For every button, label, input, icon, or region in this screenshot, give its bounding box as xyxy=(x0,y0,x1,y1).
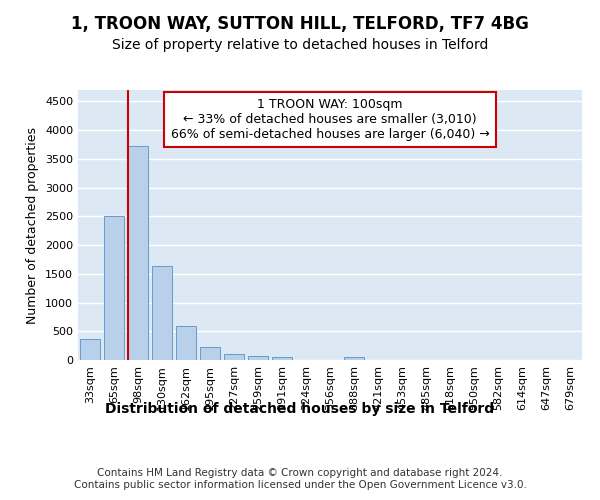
Bar xyxy=(344,357,364,360)
Bar xyxy=(200,347,220,360)
Bar xyxy=(80,338,100,360)
Text: 1, TROON WAY, SUTTON HILL, TELFORD, TF7 4BG: 1, TROON WAY, SUTTON HILL, TELFORD, TF7 … xyxy=(71,15,529,33)
Bar xyxy=(152,266,172,360)
Bar xyxy=(248,356,268,360)
Bar xyxy=(128,146,148,360)
Text: Size of property relative to detached houses in Telford: Size of property relative to detached ho… xyxy=(112,38,488,52)
Bar xyxy=(272,358,292,360)
Y-axis label: Number of detached properties: Number of detached properties xyxy=(26,126,40,324)
Bar xyxy=(224,354,244,360)
Text: Distribution of detached houses by size in Telford: Distribution of detached houses by size … xyxy=(106,402,494,416)
Text: Contains HM Land Registry data © Crown copyright and database right 2024.
Contai: Contains HM Land Registry data © Crown c… xyxy=(74,468,526,490)
Text: 1 TROON WAY: 100sqm
← 33% of detached houses are smaller (3,010)
66% of semi-det: 1 TROON WAY: 100sqm ← 33% of detached ho… xyxy=(170,98,490,141)
Bar xyxy=(176,326,196,360)
Bar xyxy=(104,216,124,360)
